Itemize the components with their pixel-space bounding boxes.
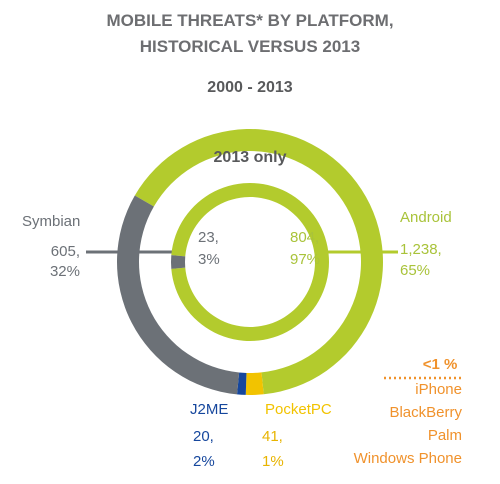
percent-label: 65%: [400, 262, 430, 279]
value-label: 23,: [198, 229, 219, 246]
note-label: <1 %: [423, 356, 458, 373]
category-label: J2ME: [190, 401, 228, 418]
note-item: BlackBerry: [389, 404, 462, 421]
ring-segment: [116, 195, 240, 395]
value-label: 605,: [51, 243, 80, 260]
category-label: Android: [400, 209, 452, 226]
note-item: Windows Phone: [354, 450, 462, 467]
ring-segment: [237, 372, 247, 395]
ring-segment: [171, 255, 186, 269]
ring-title: 2013 only: [214, 149, 287, 166]
percent-label: 2%: [193, 453, 215, 470]
category-label: Symbian: [22, 213, 80, 230]
percent-label: 1%: [262, 453, 284, 470]
percent-label: 97%: [290, 251, 320, 268]
value-label: 41,: [262, 428, 283, 445]
ring-title: 2000 - 2013: [207, 79, 293, 96]
percent-label: 3%: [198, 251, 220, 268]
category-label: PocketPC: [265, 401, 332, 418]
value-label: 20,: [193, 428, 214, 445]
note-item: Palm: [428, 427, 462, 444]
percent-label: 32%: [50, 263, 80, 280]
value-label: 804,: [290, 229, 319, 246]
chart-title: MOBILE THREATS* BY PLATFORM, HISTORICAL …: [106, 11, 394, 56]
value-label: 1,238,: [400, 241, 442, 258]
note-item: iPhone: [415, 381, 462, 398]
ring-segment: [245, 372, 264, 395]
